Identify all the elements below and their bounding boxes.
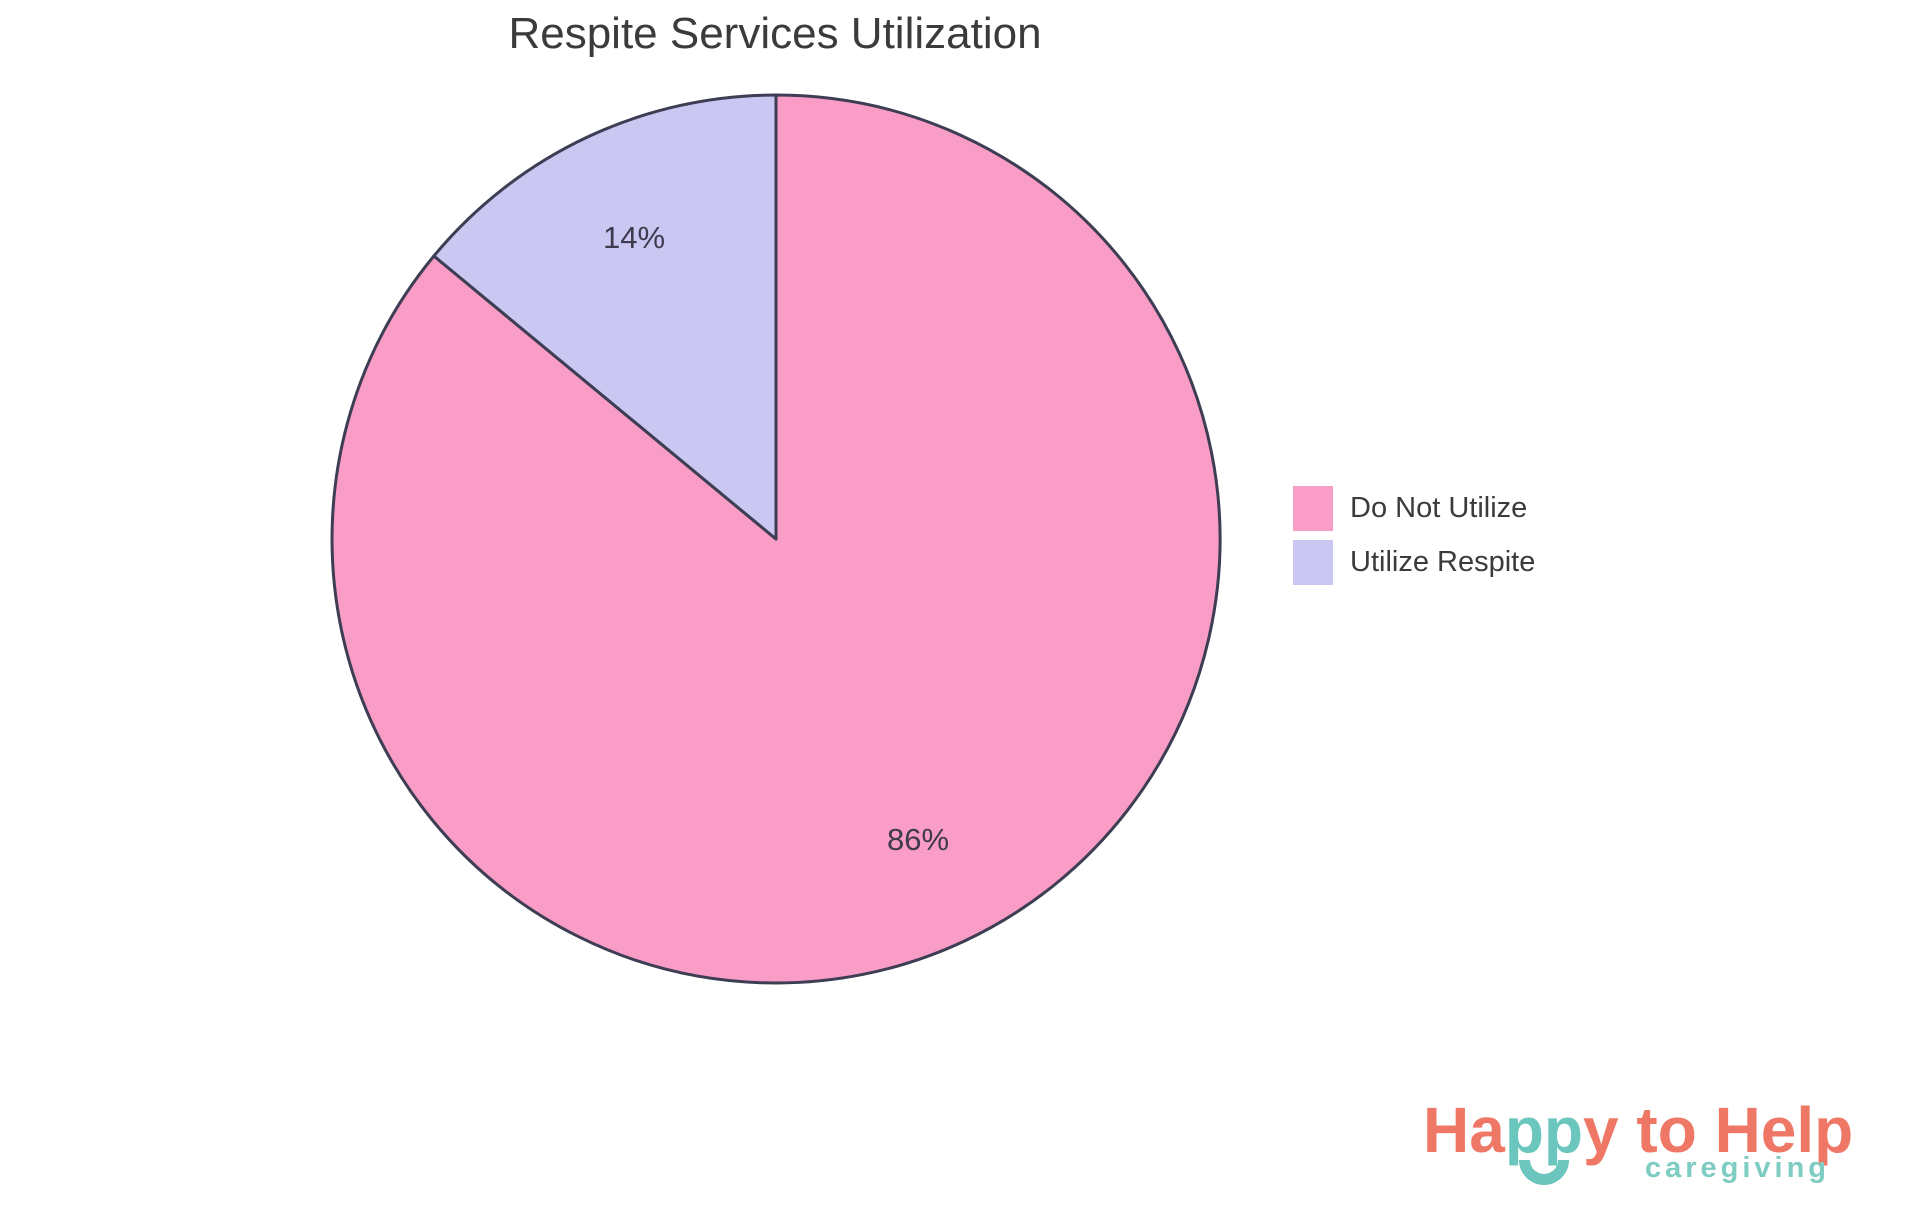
- logo-wordmark: Happ y to Help: [1423, 1098, 1878, 1185]
- chart-title: Respite Services Utilization: [508, 9, 1042, 58]
- legend-swatch-do-not-utilize: [1293, 486, 1333, 531]
- happy-to-help-logo: Happ y to Help caregiving: [1423, 1098, 1878, 1185]
- pie-slice-utilize-respite[interactable]: [432, 93, 778, 541]
- legend-item-utilize-respite[interactable]: Utilize Respite: [1293, 540, 1535, 585]
- legend-label-do-not-utilize: Do Not Utilize: [1350, 492, 1528, 524]
- logo-subtitle: caregiving: [1644, 1152, 1830, 1184]
- legend-item-do-not-utilize[interactable]: Do Not Utilize: [1293, 486, 1535, 531]
- logo-text-pp: pp: [1505, 1098, 1583, 1185]
- logo-text-y-to-help: y to Help: [1583, 1094, 1854, 1166]
- logo-text-ha: Ha: [1423, 1094, 1505, 1166]
- legend-label-utilize-respite: Utilize Respite: [1350, 546, 1536, 578]
- legend: Do Not Utilize Utilize Respite: [1293, 486, 1535, 594]
- smile-icon: [1518, 1160, 1569, 1185]
- legend-swatch-utilize-respite: [1293, 540, 1333, 585]
